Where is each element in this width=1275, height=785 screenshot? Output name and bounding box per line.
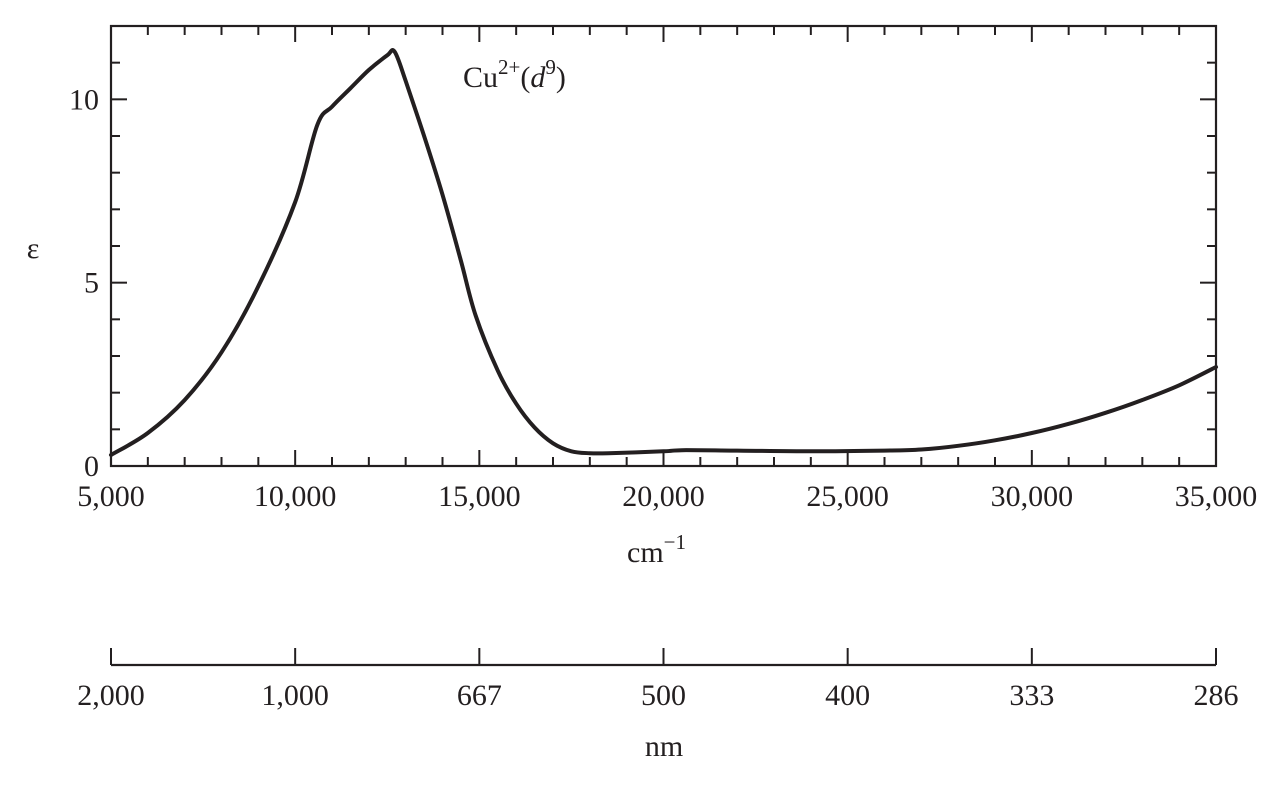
minor-ticks	[111, 26, 1216, 466]
nm-tick-label: 1,000	[261, 679, 329, 712]
epsilon-curve	[109, 48, 1218, 457]
nm-tick-label: 2,000	[77, 679, 145, 712]
y-tick-label: 0	[84, 450, 99, 483]
curve-annotation: Cu2+(d9)	[463, 55, 566, 94]
y-tick-label: 5	[84, 267, 99, 300]
y-axis-label: ε	[27, 232, 40, 265]
nm-tick-label: 500	[641, 679, 686, 712]
major-ticks	[110, 26, 1217, 665]
x-tick-label: 5,000	[77, 480, 145, 513]
nm-tick-label: 286	[1194, 679, 1239, 712]
nm-tick-label: 667	[457, 679, 502, 712]
plot-frame	[109, 24, 1218, 468]
secondary-x-axis-label: nm	[645, 730, 683, 763]
x-tick-labels: 5,000 10,000 15,000 20,000 25,000 30,000 35,00…	[77, 480, 1257, 513]
x-tick-label: 15,000	[438, 480, 521, 513]
y-tick-label: 10	[69, 83, 99, 116]
x-tick-label: 10,000	[254, 480, 337, 513]
x-tick-label: 20,000	[622, 480, 705, 513]
y-tick-labels: 0 5 10	[69, 83, 99, 483]
x-tick-label: 35,000	[1175, 480, 1258, 513]
nm-tick-label: 333	[1009, 679, 1054, 712]
x-tick-label: 30,000	[991, 480, 1074, 513]
nm-tick-labels: 2,000 1,000 667 500 400 333 286	[77, 679, 1238, 712]
x-tick-label: 25,000	[806, 480, 889, 513]
nm-tick-label: 400	[825, 679, 870, 712]
x-axis-label: cm−1	[627, 530, 686, 569]
